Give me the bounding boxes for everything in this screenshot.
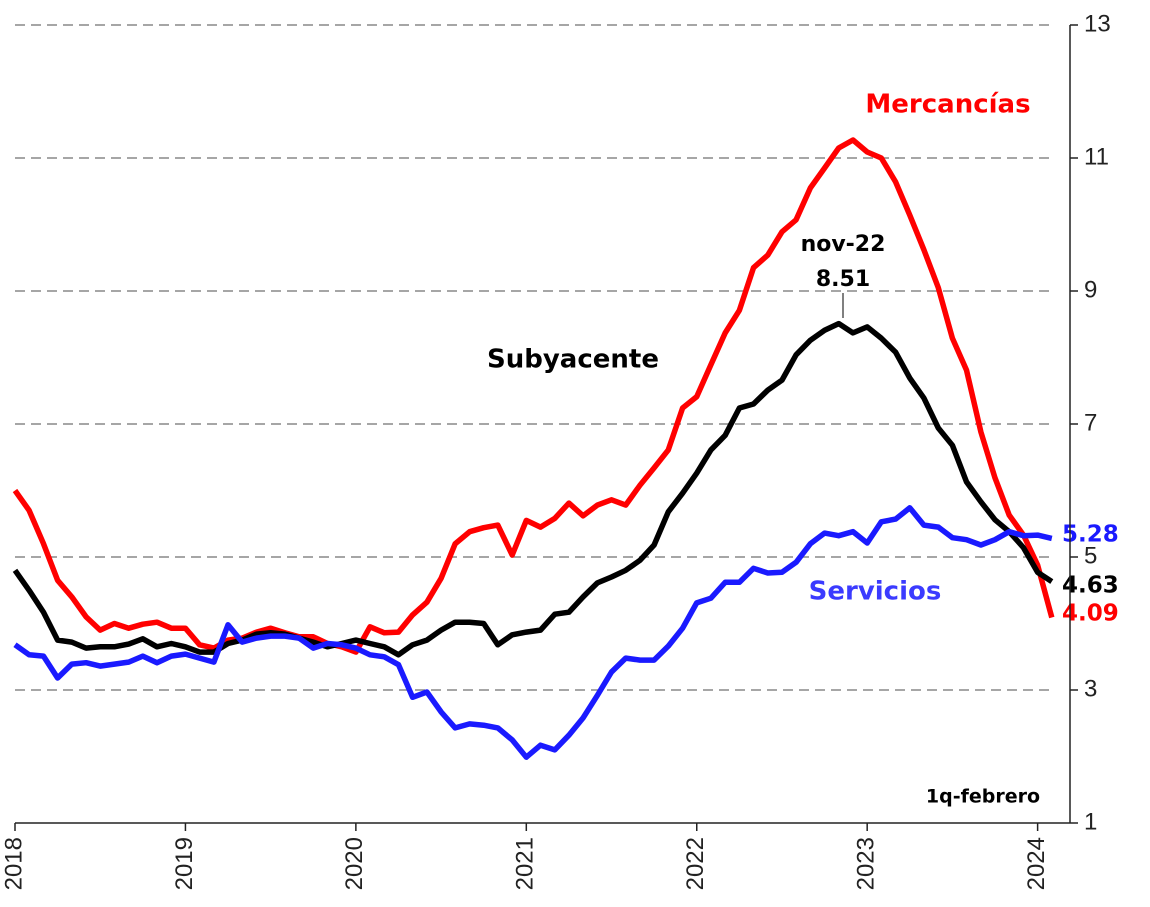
series-line bbox=[12, 320, 1054, 658]
peak-value: 8.51 bbox=[816, 267, 870, 292]
x-tick-label: 2022 bbox=[682, 837, 709, 890]
x-tick-label: 2018 bbox=[0, 837, 27, 890]
series-label: Servicios bbox=[809, 577, 942, 607]
y-tick-label: 9 bbox=[1084, 276, 1097, 303]
series-line bbox=[13, 505, 1053, 760]
y-tick-label: 7 bbox=[1084, 409, 1097, 436]
x-tick-label: 2024 bbox=[1023, 837, 1050, 890]
series-line bbox=[12, 137, 1055, 655]
x-tick-label: 2020 bbox=[341, 837, 368, 890]
end-label: 4.09 bbox=[1062, 601, 1119, 627]
end-label: 5.28 bbox=[1062, 522, 1119, 548]
x-tick-label: 2021 bbox=[512, 837, 539, 890]
y-tick-label: 13 bbox=[1084, 10, 1111, 37]
y-tick-label: 1 bbox=[1084, 808, 1097, 835]
x-tick-label: 2023 bbox=[853, 837, 880, 890]
peak-date: nov-22 bbox=[801, 232, 886, 257]
y-tick-label: 11 bbox=[1084, 143, 1109, 170]
note: 1q-febrero bbox=[926, 786, 1040, 808]
y-tick-label: 5 bbox=[1084, 542, 1097, 569]
end-label: 4.63 bbox=[1062, 573, 1119, 599]
series-label: Subyacente bbox=[487, 345, 659, 375]
y-tick-label: 3 bbox=[1084, 675, 1097, 702]
series-label: Mercancías bbox=[865, 90, 1030, 120]
x-tick-label: 2019 bbox=[171, 837, 198, 890]
